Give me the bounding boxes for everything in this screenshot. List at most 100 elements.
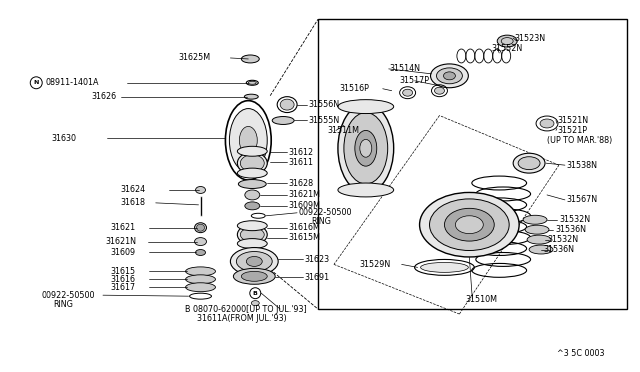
Text: 31630: 31630 [51, 134, 76, 143]
Ellipse shape [237, 221, 268, 231]
Text: 31523N: 31523N [514, 33, 545, 43]
Ellipse shape [195, 238, 207, 246]
Ellipse shape [244, 94, 259, 99]
Ellipse shape [429, 199, 509, 250]
Ellipse shape [403, 89, 413, 96]
Text: 31511M: 31511M [327, 126, 359, 135]
Ellipse shape [195, 223, 207, 232]
Ellipse shape [525, 225, 549, 234]
Text: 31628: 31628 [288, 179, 313, 187]
Ellipse shape [431, 64, 468, 88]
Ellipse shape [444, 208, 494, 241]
Ellipse shape [234, 268, 275, 284]
Text: 31625M: 31625M [179, 54, 211, 62]
Ellipse shape [280, 99, 294, 110]
Ellipse shape [420, 262, 468, 272]
Ellipse shape [237, 168, 268, 178]
Text: 00922-50500: 00922-50500 [41, 291, 95, 300]
Ellipse shape [252, 301, 259, 306]
Text: 31611A(FROM JUL.'93): 31611A(FROM JUL.'93) [196, 314, 286, 324]
Text: 31624: 31624 [121, 186, 146, 195]
Ellipse shape [338, 100, 394, 113]
Text: 31510M: 31510M [465, 295, 497, 304]
Text: 31691: 31691 [304, 273, 329, 282]
Ellipse shape [272, 116, 294, 125]
Text: B 08070-62000[UP TO JUL.'93]: B 08070-62000[UP TO JUL.'93] [184, 305, 307, 314]
Ellipse shape [344, 113, 388, 184]
Ellipse shape [186, 283, 216, 292]
Text: 31536N: 31536N [543, 245, 574, 254]
Ellipse shape [435, 87, 444, 94]
Ellipse shape [196, 250, 205, 256]
Text: 31514N: 31514N [390, 64, 420, 73]
Text: 31556N: 31556N [308, 100, 339, 109]
Text: (UP TO MAR.'88): (UP TO MAR.'88) [547, 136, 612, 145]
Ellipse shape [338, 183, 394, 197]
Ellipse shape [523, 215, 547, 224]
Ellipse shape [229, 109, 268, 172]
Ellipse shape [196, 186, 205, 193]
Ellipse shape [241, 271, 268, 281]
Ellipse shape [230, 247, 278, 275]
Ellipse shape [497, 35, 517, 47]
Text: 08911-1401A: 08911-1401A [45, 78, 99, 87]
Ellipse shape [236, 251, 272, 271]
Ellipse shape [241, 55, 259, 63]
Ellipse shape [338, 104, 394, 193]
Ellipse shape [241, 155, 264, 171]
Text: 31521P: 31521P [557, 126, 587, 135]
Text: 31612: 31612 [288, 148, 313, 157]
Text: 31618: 31618 [121, 198, 146, 207]
Ellipse shape [540, 119, 554, 128]
Ellipse shape [360, 140, 372, 157]
Ellipse shape [518, 157, 540, 170]
Text: 31532N: 31532N [559, 215, 590, 224]
Text: 31623: 31623 [304, 255, 329, 264]
Text: 31555N: 31555N [308, 116, 339, 125]
Text: B: B [253, 291, 258, 296]
Text: 31516P: 31516P [340, 84, 370, 93]
Ellipse shape [239, 126, 257, 154]
Text: 31529N: 31529N [360, 260, 391, 269]
Ellipse shape [248, 81, 256, 84]
Text: N: N [33, 80, 39, 85]
Ellipse shape [420, 192, 519, 257]
Text: 31567N: 31567N [566, 195, 597, 204]
Text: 31521N: 31521N [557, 116, 588, 125]
Text: RING: RING [53, 299, 73, 309]
Text: 31615M: 31615M [288, 233, 320, 242]
Ellipse shape [237, 238, 268, 248]
Ellipse shape [186, 275, 216, 284]
Text: 31615: 31615 [111, 267, 136, 276]
Ellipse shape [246, 256, 262, 266]
Bar [318, 19, 627, 309]
Ellipse shape [237, 152, 268, 174]
Ellipse shape [237, 225, 268, 244]
Text: 31552N: 31552N [492, 44, 522, 52]
Ellipse shape [238, 180, 266, 189]
Text: 31617: 31617 [111, 283, 136, 292]
Text: 31616M: 31616M [288, 223, 320, 232]
Text: 31621N: 31621N [105, 237, 136, 246]
Text: 31621: 31621 [111, 223, 136, 232]
Ellipse shape [241, 228, 264, 241]
Ellipse shape [529, 245, 553, 254]
Ellipse shape [186, 267, 216, 276]
Text: 00922-50500: 00922-50500 [298, 208, 351, 217]
Text: RING: RING [311, 217, 331, 226]
Ellipse shape [444, 72, 456, 80]
Ellipse shape [456, 216, 483, 234]
Text: 31517P: 31517P [399, 76, 429, 85]
Ellipse shape [245, 190, 260, 200]
Ellipse shape [355, 131, 377, 166]
Text: 31621M: 31621M [288, 190, 320, 199]
Ellipse shape [527, 235, 551, 244]
Text: 31611: 31611 [288, 158, 313, 167]
Ellipse shape [196, 224, 205, 231]
Text: 31609M: 31609M [288, 201, 320, 210]
Ellipse shape [245, 202, 260, 210]
Ellipse shape [237, 146, 268, 156]
Text: ^3 5C 0003: ^3 5C 0003 [557, 349, 605, 358]
Text: 31626: 31626 [91, 92, 116, 101]
Text: 31538N: 31538N [566, 161, 597, 170]
